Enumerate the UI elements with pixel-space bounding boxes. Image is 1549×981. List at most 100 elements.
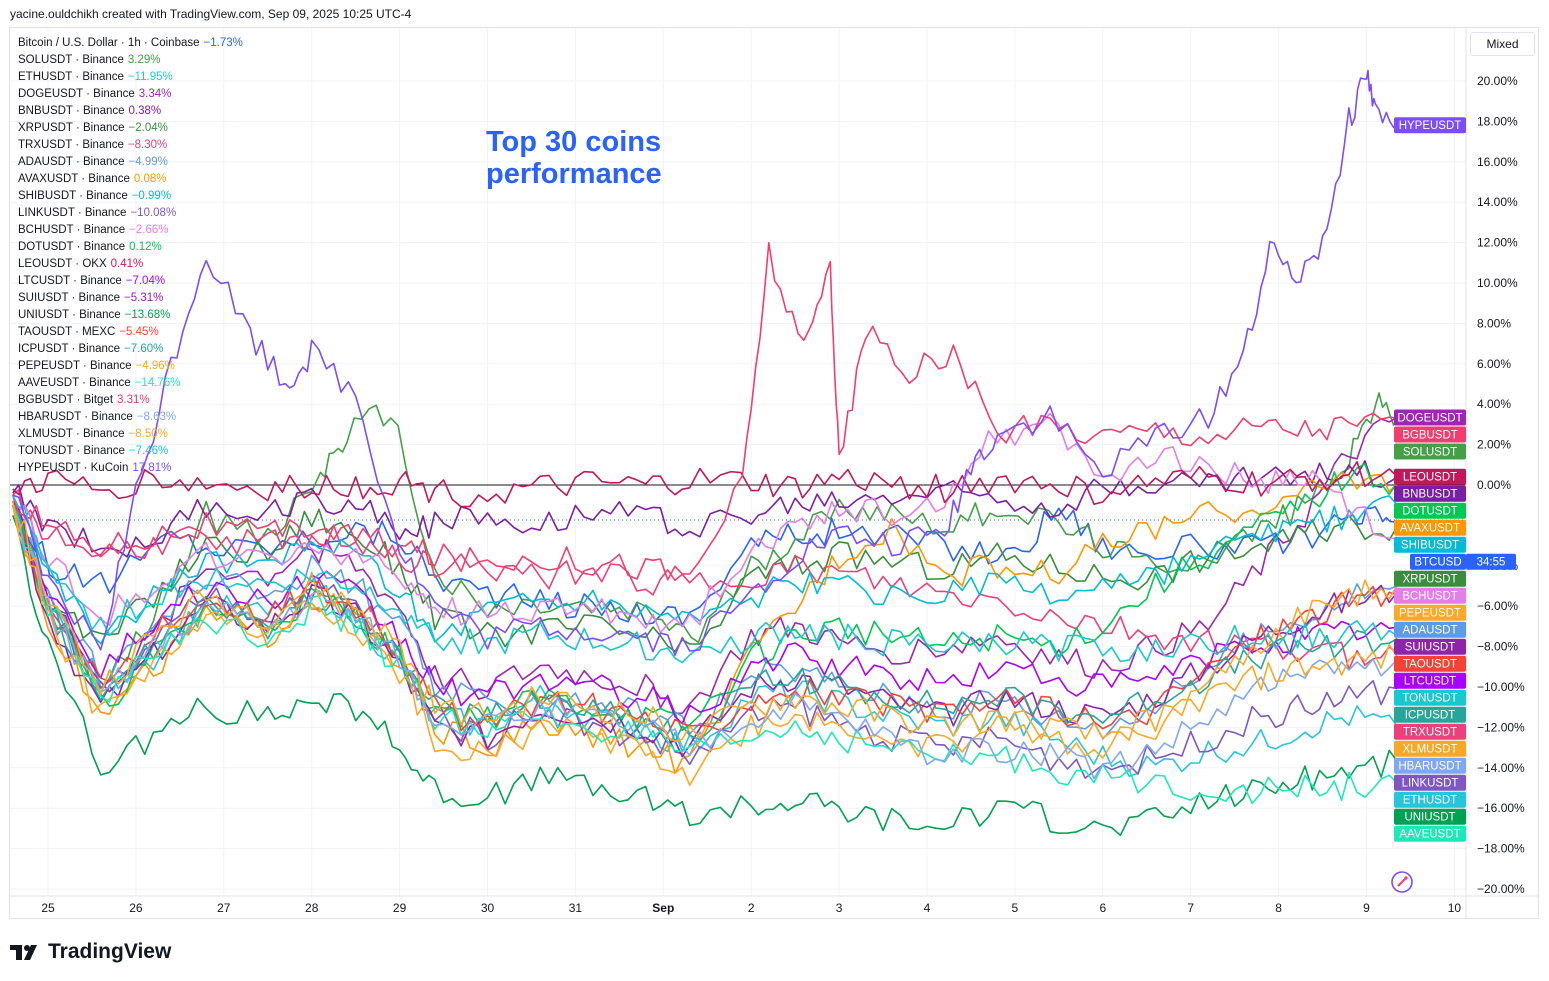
x-tick-label: 4 bbox=[924, 901, 931, 915]
series-line-xrpusdt bbox=[12, 500, 1398, 653]
series-line-icpusdt bbox=[12, 504, 1398, 743]
series-tag-xlmusdt bbox=[1394, 740, 1466, 757]
series-line-hbarusdt bbox=[12, 504, 1398, 780]
tradingview-logo[interactable]: TradingView bbox=[10, 940, 171, 964]
legend-row[interactable]: Bitcoin / U.S. Dollar · 1h · Coinbase −1.… bbox=[18, 35, 243, 52]
series-tag-label: LINKUSDT bbox=[1402, 778, 1459, 790]
series-tag-hypeusdt bbox=[1394, 117, 1466, 134]
series-line-dogeusdt bbox=[12, 416, 1398, 715]
legend-change: −4.99% bbox=[128, 156, 168, 168]
legend-row[interactable]: SOLUSDT · Binance 3.29% bbox=[18, 52, 243, 69]
series-line-leousdt bbox=[12, 461, 1398, 508]
legend[interactable]: Bitcoin / U.S. Dollar · 1h · Coinbase −1.… bbox=[18, 35, 243, 477]
series-tag-bnbusdt bbox=[1394, 485, 1466, 502]
legend-row[interactable]: DOTUSDT · Binance 0.12% bbox=[18, 239, 243, 256]
series-tag-label: LEOUSDT bbox=[1403, 472, 1457, 484]
series-tag-label: ICPUSDT bbox=[1405, 710, 1455, 722]
series-tag-label: HBARUSDT bbox=[1398, 761, 1461, 773]
legend-row[interactable]: BCHUSDT · Binance −2.66% bbox=[18, 222, 243, 239]
legend-row[interactable]: UNIUSDT · Binance −13.68% bbox=[18, 307, 243, 324]
series-line-adausdt bbox=[12, 500, 1398, 740]
x-tick-label: 31 bbox=[569, 901, 583, 915]
series-tag-label: HYPEUSDT bbox=[1399, 120, 1462, 132]
series-tag-solusdt bbox=[1394, 443, 1466, 460]
y-tick-label: 20.00% bbox=[1477, 74, 1518, 88]
series-tag-label: DOGEUSDT bbox=[1397, 413, 1462, 425]
series-line-tonusdt bbox=[12, 494, 1398, 664]
series-tag-avaxusdt bbox=[1394, 519, 1466, 536]
legend-row[interactable]: HYPEUSDT · KuCoin 17.81% bbox=[18, 460, 243, 477]
legend-change: −13.68% bbox=[124, 309, 171, 321]
legend-symbol: LTCUSDT · Binance bbox=[18, 275, 122, 287]
y-axis[interactable]: 20.00% 18.00% 16.00% 14.00% 12.00% 10.00% 8.00… bbox=[1465, 28, 1525, 919]
legend-row[interactable]: HBARUSDT · Binance −8.63% bbox=[18, 409, 243, 426]
series-tag-hbarusdt bbox=[1394, 757, 1466, 774]
x-tick-label: 5 bbox=[1012, 901, 1019, 915]
legend-symbol: TAOUSDT · MEXC bbox=[18, 326, 116, 338]
legend-change: −7.60% bbox=[124, 343, 164, 355]
legend-symbol: SHIBUSDT · Binance bbox=[18, 190, 128, 202]
series-tag-suiusdt bbox=[1394, 638, 1466, 655]
x-tick-label: 9 bbox=[1363, 901, 1370, 915]
legend-change: −4.96% bbox=[135, 360, 175, 372]
magic-wand-icon[interactable] bbox=[1389, 869, 1415, 900]
legend-change: −11.95% bbox=[127, 71, 173, 83]
legend-row[interactable]: SUIUSDT · Binance −5.31% bbox=[18, 290, 243, 307]
legend-symbol: Bitcoin / U.S. Dollar · 1h · Coinbase bbox=[18, 37, 200, 49]
legend-row[interactable]: XRPUSDT · Binance −2.04% bbox=[18, 120, 243, 137]
legend-change: −0.99% bbox=[131, 190, 172, 202]
legend-symbol: ICPUSDT · Binance bbox=[18, 343, 121, 355]
x-tick-label: 27 bbox=[217, 901, 231, 915]
legend-change: 0.38% bbox=[128, 105, 162, 117]
series-line-bnbusdt bbox=[12, 460, 1398, 558]
series-tag-icpusdt bbox=[1394, 706, 1466, 723]
legend-row[interactable]: AVAXUSDT · Binance 0.08% bbox=[18, 171, 243, 188]
scale-mode-button[interactable]: Mixed bbox=[1470, 32, 1535, 56]
y-tick-label: 16.00% bbox=[1477, 155, 1518, 169]
legend-row[interactable]: SHIBUSDT · Binance −0.99% bbox=[18, 188, 243, 205]
legend-symbol: TONUSDT · Binance bbox=[18, 445, 125, 457]
x-axis[interactable]: 25 26 27 28 29 30 31 Sep 2 3 4 5 6 7 8 9 10 bbox=[10, 895, 1539, 915]
series-line-suiusdt bbox=[12, 505, 1398, 758]
series-line-uniusdt bbox=[12, 515, 1398, 837]
legend-symbol: HYPEUSDT · KuCoin bbox=[18, 462, 129, 474]
legend-symbol: HBARUSDT · Binance bbox=[18, 411, 133, 423]
y-tick-label: 0.00% bbox=[1477, 478, 1511, 492]
legend-change: −2.66% bbox=[129, 224, 169, 236]
legend-row[interactable]: TONUSDT · Binance −7.46% bbox=[18, 443, 243, 460]
legend-row[interactable]: LEOUSDT · OKX 0.41% bbox=[18, 256, 243, 273]
x-tick-label: 29 bbox=[393, 901, 407, 915]
series-line-trxusdt bbox=[12, 488, 1398, 671]
series-tag-label: XRPUSDT bbox=[1403, 574, 1458, 586]
legend-row[interactable]: TAOUSDT · MEXC −5.45% bbox=[18, 324, 243, 341]
legend-row[interactable]: AAVEUSDT · Binance −14.76% bbox=[18, 375, 243, 392]
series-tag-label: LTCUSDT bbox=[1404, 676, 1456, 688]
legend-row[interactable]: BGBUSDT · Bitget 3.31% bbox=[18, 392, 243, 409]
legend-symbol: AAVEUSDT · Binance bbox=[18, 377, 131, 389]
legend-symbol: BNBUSDT · Binance bbox=[18, 105, 125, 117]
x-tick-label: 26 bbox=[129, 901, 143, 915]
series-line-bgbusdt bbox=[12, 242, 1398, 581]
series-tag-bgbusdt bbox=[1394, 426, 1466, 443]
legend-row[interactable]: ETHUSDT · Binance −11.95% bbox=[18, 69, 243, 86]
legend-row[interactable]: ICPUSDT · Binance −7.60% bbox=[18, 341, 243, 358]
legend-row[interactable]: ADAUSDT · Binance −4.99% bbox=[18, 154, 243, 171]
legend-symbol: ADAUSDT · Binance bbox=[18, 156, 125, 168]
legend-row[interactable]: XLMUSDT · Binance −8.50% bbox=[18, 426, 243, 443]
legend-row[interactable]: LINKUSDT · Binance −10.08% bbox=[18, 205, 243, 222]
series-tag-label: ADAUSDT bbox=[1403, 625, 1458, 637]
legend-change: 0.12% bbox=[129, 241, 162, 253]
legend-row[interactable]: DOGEUSDT · Binance 3.34% bbox=[18, 86, 243, 103]
y-tick-label: −10.00% bbox=[1477, 680, 1525, 694]
legend-symbol: SOLUSDT · Binance bbox=[18, 54, 124, 66]
series-tag-linkusdt bbox=[1394, 774, 1466, 791]
legend-change: 3.34% bbox=[138, 88, 172, 100]
legend-row[interactable]: LTCUSDT · Binance −7.04% bbox=[18, 273, 243, 290]
legend-row[interactable]: BNBUSDT · Binance 0.38% bbox=[18, 103, 243, 120]
legend-row[interactable]: TRXUSDT · Binance −8.30% bbox=[18, 137, 243, 154]
y-tick-label: −8.00% bbox=[1477, 640, 1518, 654]
legend-row[interactable]: PEPEUSDT · Binance −4.96% bbox=[18, 358, 243, 375]
legend-change: −5.31% bbox=[124, 292, 164, 304]
x-tick-label: 7 bbox=[1187, 901, 1194, 915]
